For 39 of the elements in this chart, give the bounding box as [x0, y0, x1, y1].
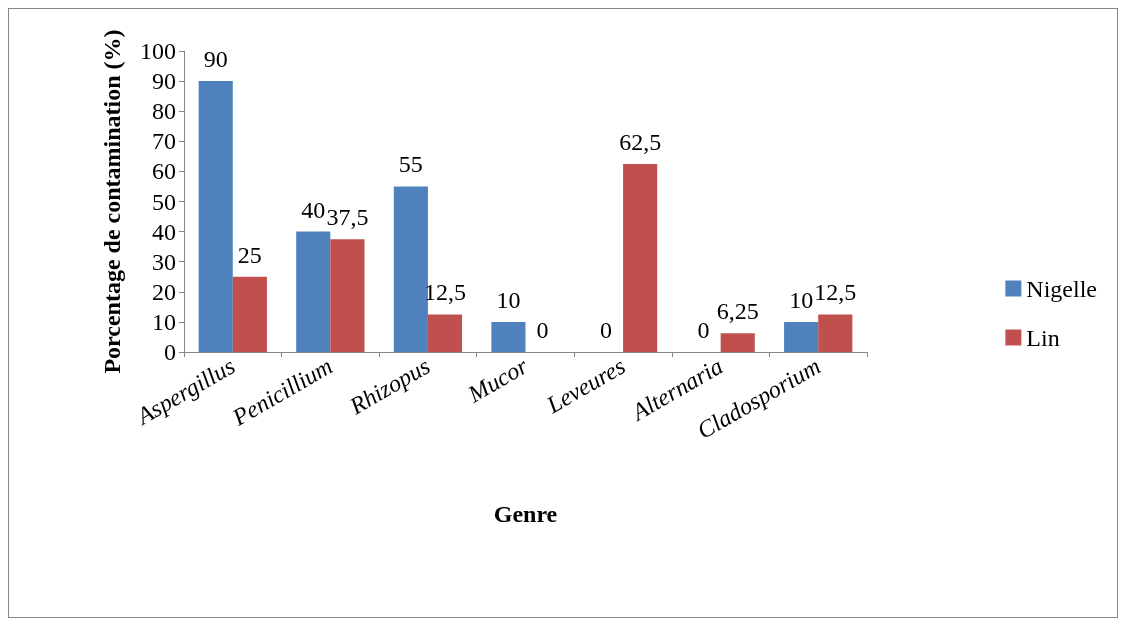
data-label: 6,25 [716, 298, 759, 325]
y-tick-label: 70 [152, 128, 176, 155]
bar [427, 314, 463, 352]
y-tick-label: 10 [152, 308, 176, 335]
y-tick-label: 90 [152, 68, 176, 95]
y-tick-label: 100 [140, 38, 176, 64]
legend-label: Lin [1026, 324, 1060, 351]
bar [720, 333, 755, 352]
bar [232, 276, 267, 352]
data-label: 40 [301, 196, 326, 223]
data-label: 37,5 [326, 204, 369, 231]
data-label: 0 [600, 317, 612, 343]
y-tick-label: 20 [152, 278, 176, 305]
bar [393, 186, 428, 352]
y-tick-label: 60 [152, 158, 176, 185]
y-tick-label: 0 [164, 339, 176, 365]
y-tick-label: 80 [152, 98, 176, 125]
bar [198, 81, 233, 352]
x-axis-title: Genre [493, 501, 558, 527]
bar [818, 314, 853, 352]
y-axis-title: Porcentage de contamination (%) [99, 29, 125, 374]
bar [784, 321, 819, 352]
y-tick-label: 40 [152, 218, 176, 245]
data-label: 10 [496, 286, 521, 313]
data-label: 25 [237, 241, 262, 268]
legend-label: Nigelle [1026, 275, 1097, 302]
bar [623, 163, 658, 352]
data-label: 90 [203, 46, 228, 73]
data-label: 62,5 [619, 128, 662, 155]
data-label: 10 [789, 286, 814, 313]
y-tick-label: 50 [152, 188, 176, 215]
bar [491, 321, 526, 352]
bar [330, 239, 365, 352]
data-label: 0 [536, 317, 549, 343]
data-label: 12,5 [814, 279, 857, 306]
data-label: 0 [697, 317, 710, 343]
y-tick-label: 30 [152, 248, 176, 275]
bar [296, 231, 331, 352]
data-label: 55 [398, 151, 423, 178]
